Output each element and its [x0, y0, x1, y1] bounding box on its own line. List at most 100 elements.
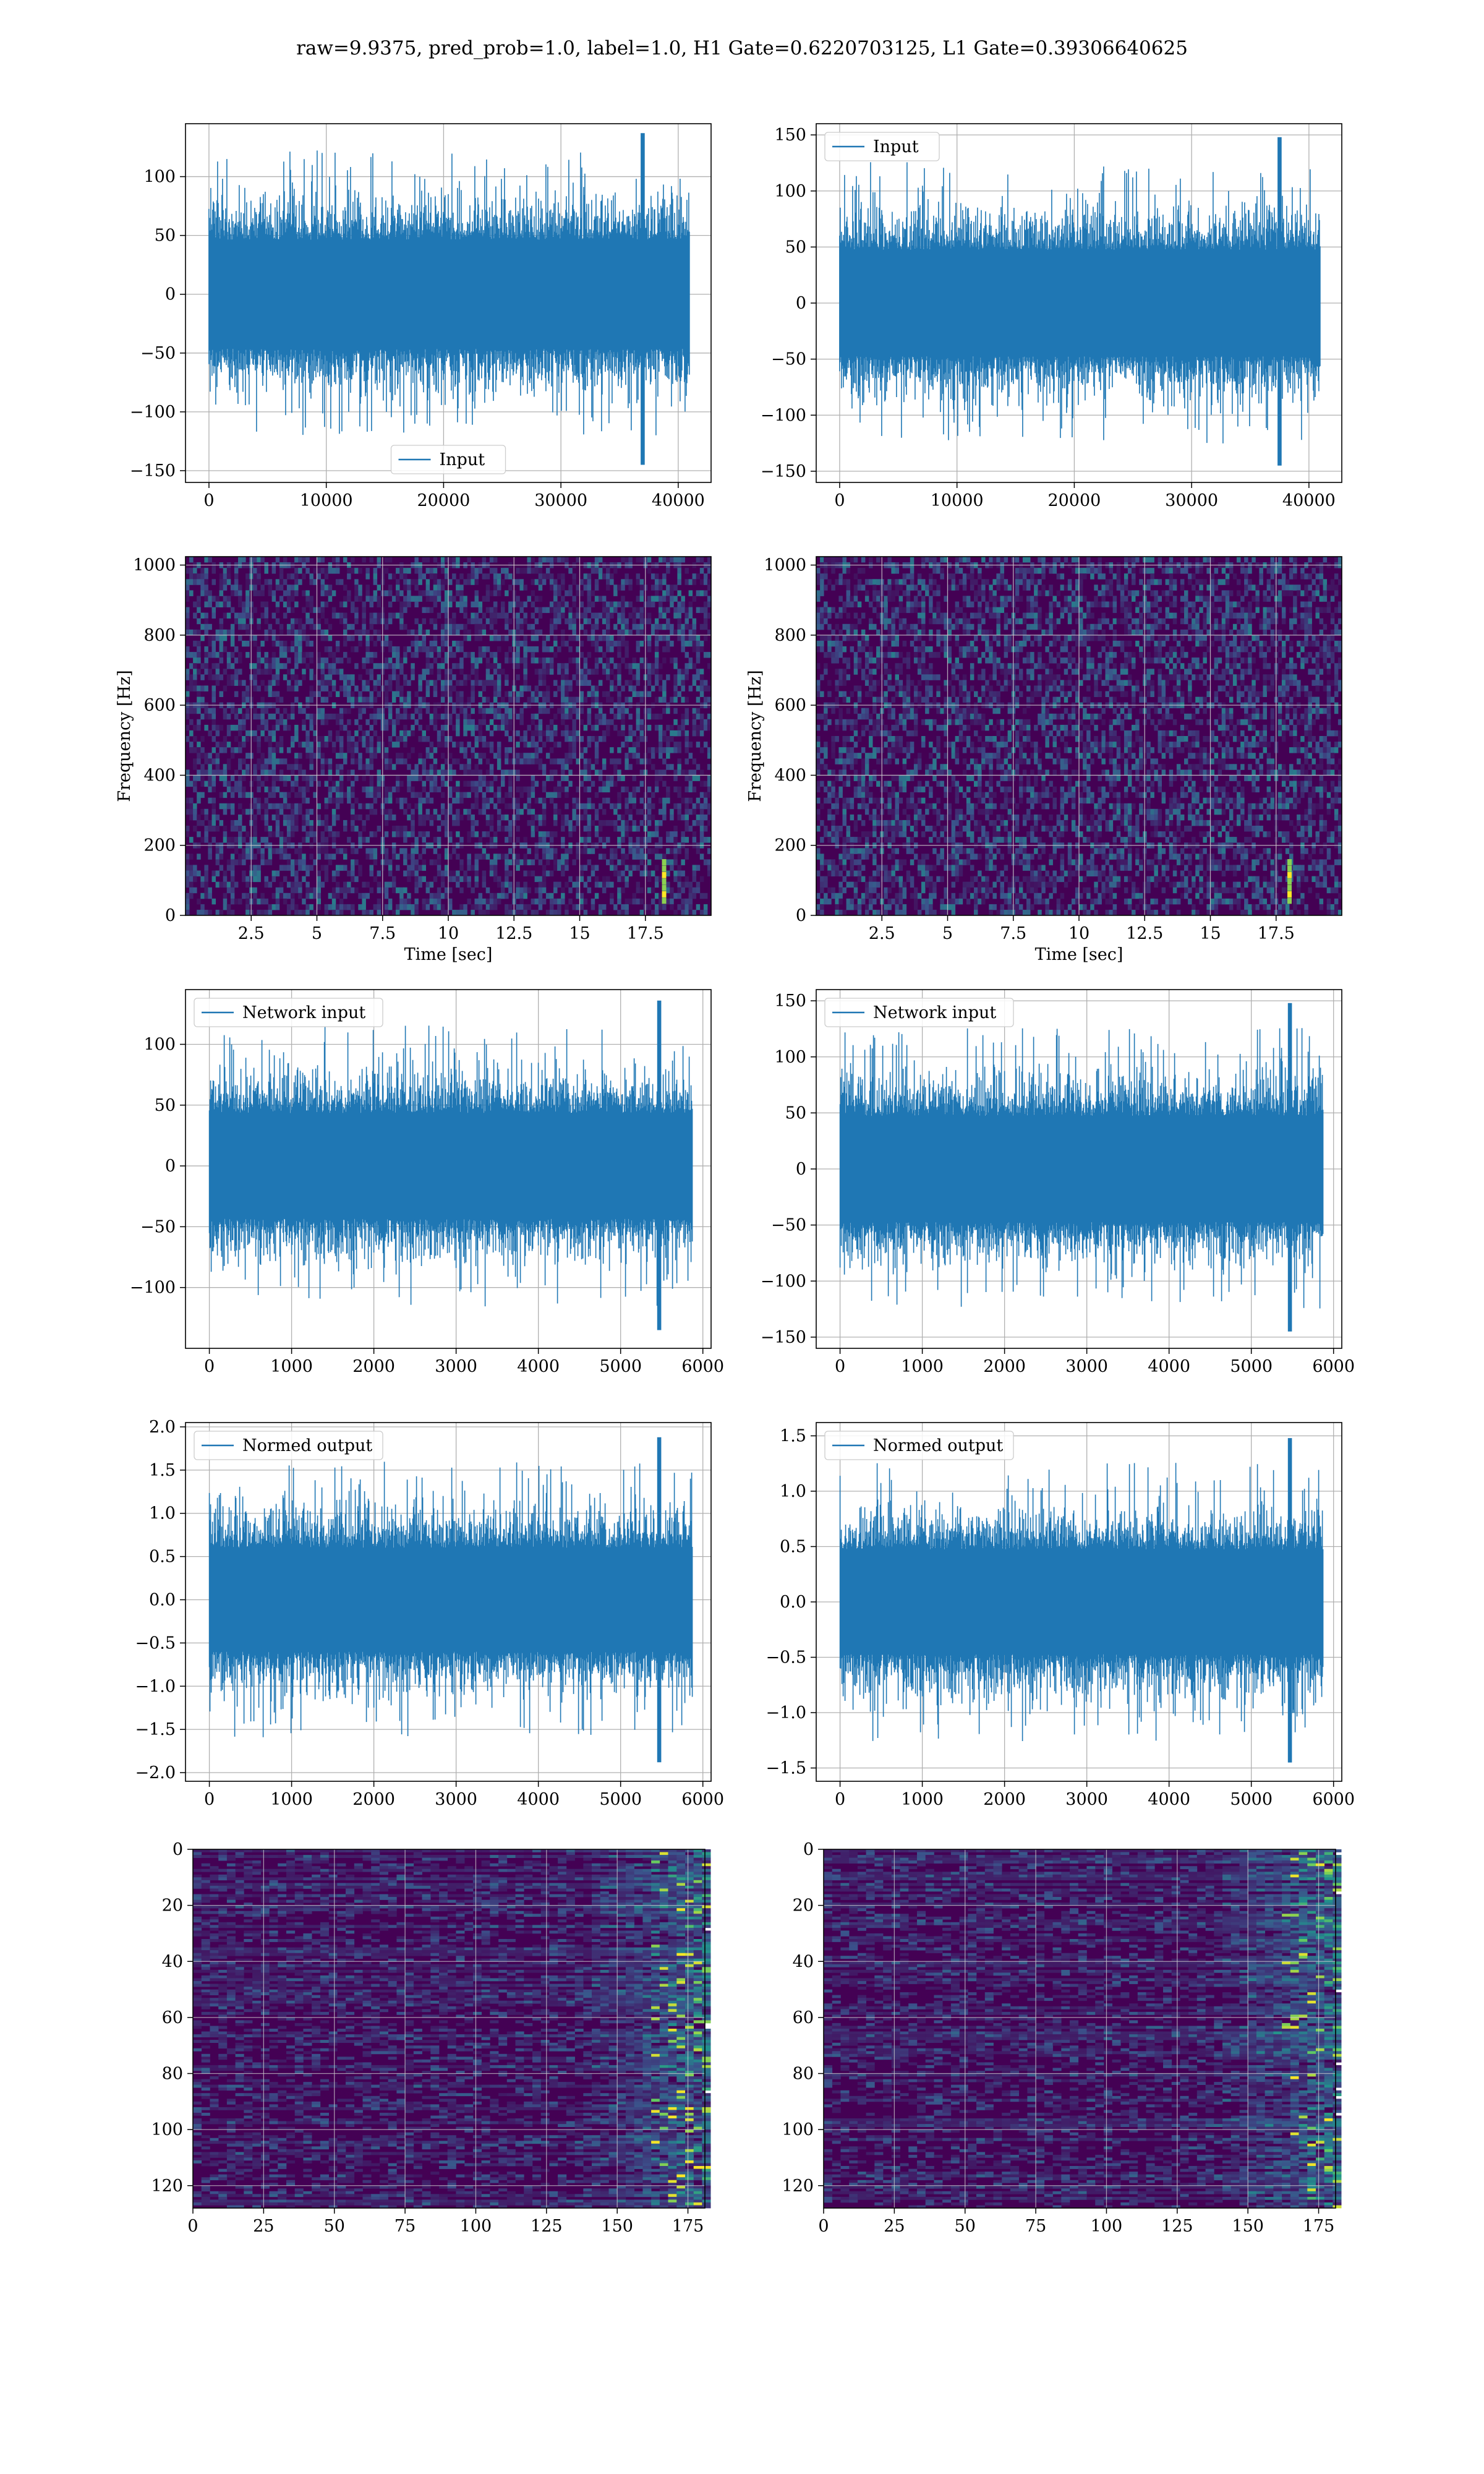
- spectrogram-cell: [384, 859, 389, 865]
- spectrogram-cell: [294, 724, 299, 731]
- spectrogram-cell: [842, 568, 846, 574]
- spectrogram-cell: [433, 646, 438, 653]
- spectrogram-cell: [279, 865, 284, 871]
- spectrogram-cell: [294, 881, 299, 888]
- spectrogram-cell: [219, 584, 224, 591]
- spectrogram-cell: [572, 612, 576, 619]
- spectrogram-cell: [448, 837, 453, 843]
- spectrogram-cell: [230, 724, 235, 731]
- spectrogram-cell: [351, 696, 355, 703]
- spectrogram-cell: [399, 730, 404, 737]
- spectrogram-cell: [471, 663, 475, 669]
- spectrogram-cell: [448, 579, 453, 585]
- spectrogram-cell: [545, 568, 550, 574]
- spectrogram-cell: [351, 607, 355, 614]
- spectrogram-cell: [440, 724, 445, 731]
- spectrogram-cell: [636, 573, 641, 580]
- spectrogram-cell: [391, 826, 396, 832]
- spectrogram-cell: [388, 870, 393, 876]
- spectrogram-cell: [377, 898, 382, 905]
- spectrogram-cell: [335, 803, 340, 810]
- spectrogram-cell: [286, 713, 291, 720]
- spectrogram-cell: [354, 607, 359, 614]
- spectrogram-cell: [358, 753, 362, 759]
- spectrogram-cell: [452, 652, 456, 658]
- spectrogram-cell: [534, 596, 539, 602]
- spectrogram-cell: [625, 909, 629, 916]
- spectrogram-cell: [418, 708, 422, 714]
- spectrogram-cell: [399, 691, 404, 697]
- spectrogram-cell: [440, 769, 445, 776]
- spectrogram-cell: [557, 909, 561, 916]
- spectrogram-cell: [606, 691, 610, 697]
- spectrogram-cell: [373, 708, 378, 714]
- spectrogram-cell: [407, 831, 411, 837]
- spectrogram-cell: [591, 736, 595, 742]
- spectrogram-cell: [666, 674, 670, 680]
- spectrogram-cell: [351, 814, 355, 821]
- spectrogram-cell: [369, 736, 373, 742]
- spectrogram-cell: [606, 781, 610, 787]
- spectrogram-cell: [440, 635, 445, 641]
- spectrogram-cell: [226, 573, 231, 580]
- spectrogram-cell: [557, 781, 561, 787]
- spectrogram-cell: [444, 865, 449, 871]
- spectrogram-cell: [827, 691, 832, 697]
- spectrogram-cell: [489, 742, 494, 748]
- spectrogram-cell: [534, 797, 539, 804]
- spectrogram-cell: [467, 629, 471, 636]
- spectrogram-cell: [324, 601, 329, 607]
- spectrogram-cell: [816, 786, 821, 793]
- spectrogram-cell: [317, 629, 321, 636]
- spectrogram-cell: [591, 870, 595, 876]
- spectrogram-cell: [309, 713, 313, 720]
- spectrogram-cell: [625, 708, 629, 714]
- spectrogram-cell: [617, 663, 621, 669]
- spectrogram-cell: [482, 629, 487, 636]
- spectrogram-cell: [264, 736, 268, 742]
- spectrogram-cell: [654, 724, 659, 731]
- spectrogram-cell: [197, 769, 201, 776]
- spectrogram-cell: [647, 669, 652, 675]
- spectrogram-cell: [632, 826, 636, 832]
- spectrogram-cell: [309, 657, 313, 664]
- spectrogram-cell: [291, 708, 295, 714]
- spectrogram-cell: [545, 708, 550, 714]
- spectrogram-cell: [302, 820, 306, 826]
- spectrogram-cell: [478, 652, 483, 658]
- spectrogram-cell: [414, 775, 419, 781]
- spectrogram-cell: [842, 696, 846, 703]
- spectrogram-cell: [388, 685, 393, 691]
- spectrogram-cell: [294, 887, 299, 894]
- spectrogram-cell: [617, 870, 621, 876]
- spectrogram-cell: [493, 691, 498, 697]
- spectrogram-cell: [271, 792, 276, 798]
- spectrogram-cell: [579, 680, 584, 686]
- spectrogram-cell: [489, 904, 494, 910]
- spectrogram-cell: [610, 848, 614, 854]
- spectrogram-cell: [425, 691, 430, 697]
- spectrogram-cell: [302, 769, 306, 776]
- spectrogram-cell: [271, 590, 276, 596]
- spectrogram-cell: [508, 870, 513, 876]
- spectrogram-cell: [842, 736, 846, 742]
- spectrogram-cell: [358, 814, 362, 821]
- spectrogram-cell: [223, 669, 228, 675]
- spectrogram-cell: [391, 573, 396, 580]
- spectrogram-cell: [497, 669, 501, 675]
- spectrogram-cell: [534, 747, 539, 753]
- spectrogram-cell: [587, 820, 592, 826]
- spectrogram-cell: [433, 708, 438, 714]
- spectrogram-cell: [692, 786, 697, 793]
- spectrogram-cell: [703, 837, 708, 843]
- spectrogram-cell: [211, 870, 216, 876]
- spectrogram-cell: [347, 691, 351, 697]
- spectrogram-cell: [549, 646, 554, 653]
- spectrogram-cell: [549, 792, 554, 798]
- spectrogram-cell: [662, 573, 667, 580]
- spectrogram-cell: [478, 837, 483, 843]
- spectrogram-cell: [670, 730, 674, 737]
- spectrogram-cell: [257, 876, 261, 883]
- spectrogram-cell: [331, 892, 336, 899]
- spectrogram-cell: [542, 708, 547, 714]
